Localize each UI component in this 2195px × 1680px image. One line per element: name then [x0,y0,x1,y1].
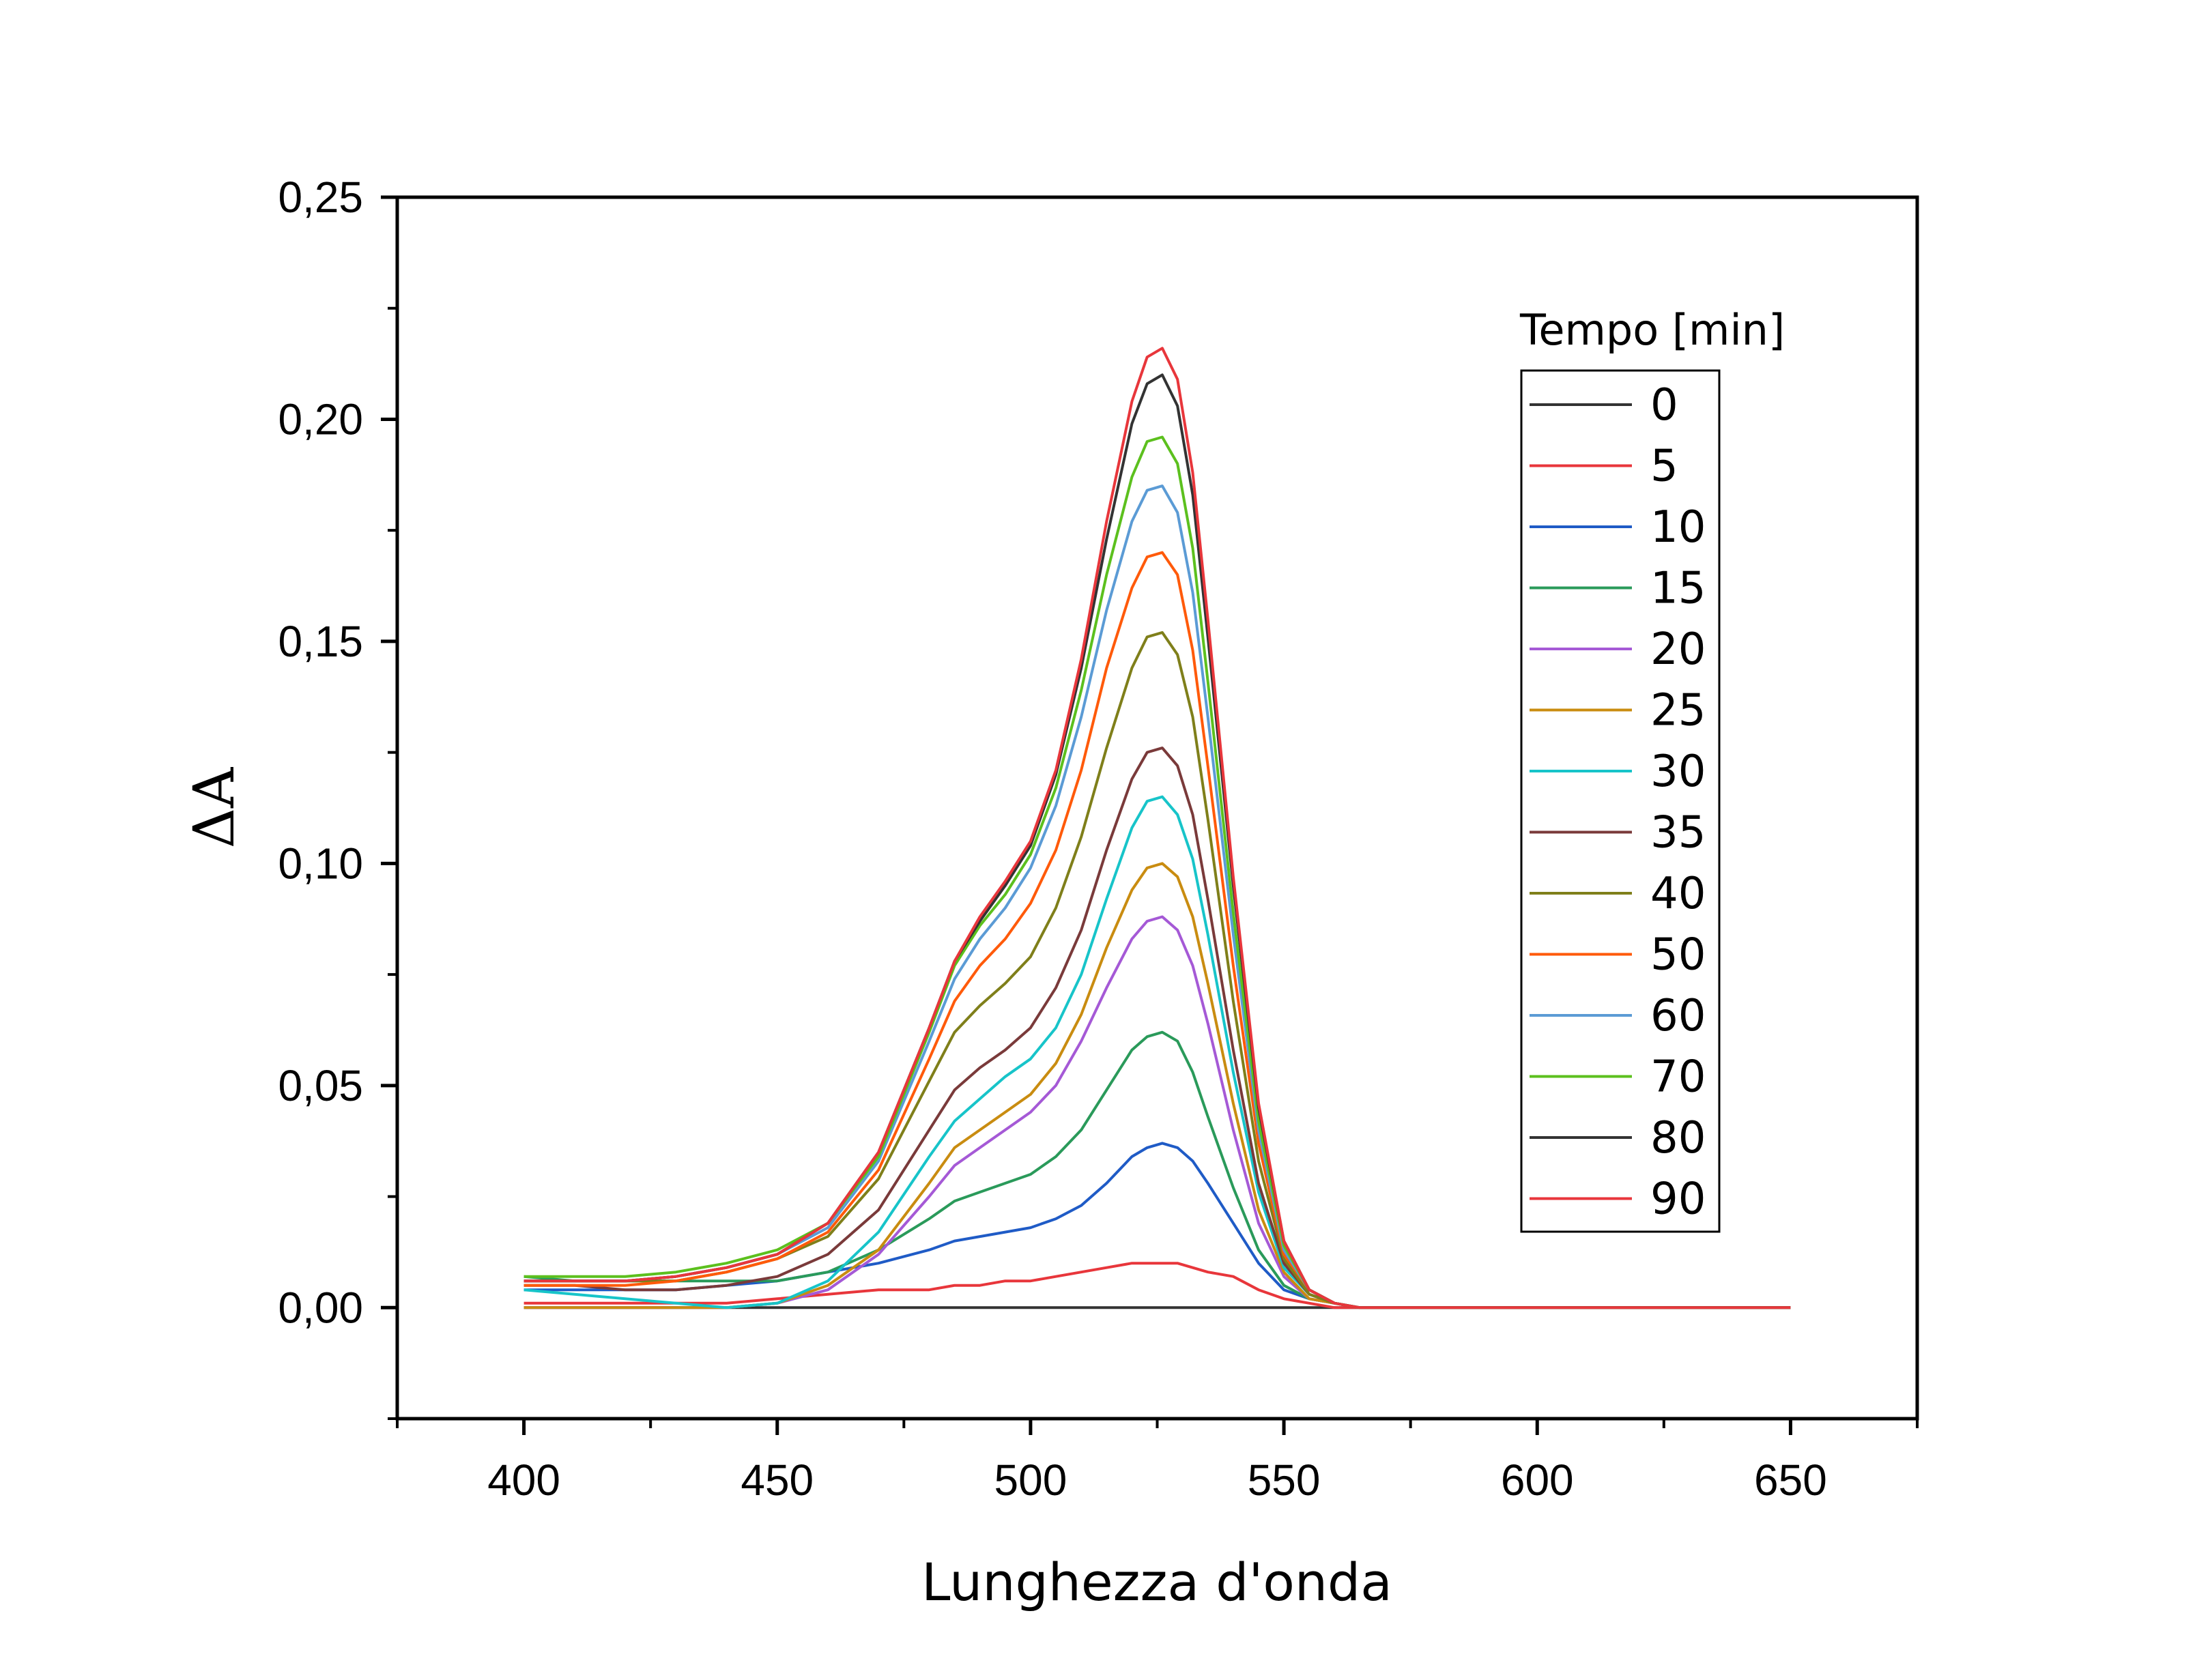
legend-label-20: 20 [1650,624,1706,675]
series-line-90 [523,347,1791,1309]
legend-title: Tempo [min] [1519,305,1785,355]
x-axis-title: Lunghezza d'onda [921,1552,1392,1612]
legend-label-35: 35 [1650,808,1706,858]
series-layer [523,347,1791,1309]
y-tick-label: 0,15 [278,617,363,666]
legend-layer: 0 5 10 15 20 25 30 35 40 50 60 70 80 90 [1530,380,1706,1225]
legend-label-80: 80 [1650,1113,1706,1163]
x-tick-label: 450 [741,1455,814,1505]
y-tick-label: 0,10 [278,839,363,888]
legend-label-90: 90 [1650,1174,1706,1225]
legend-label-70: 70 [1650,1052,1706,1103]
legend-label-30: 30 [1650,747,1706,797]
x-tick-label: 650 [1754,1455,1827,1505]
legend-label-50: 50 [1650,930,1706,981]
legend-label-10: 10 [1650,502,1706,553]
y-tick-label: 0,05 [278,1061,363,1110]
y-axis-title: ΔA [182,766,247,848]
x-tick-label: 600 [1501,1455,1574,1505]
legend-label-40: 40 [1650,869,1706,919]
legend-box [1520,369,1721,1233]
x-tick-label: 550 [1248,1455,1321,1505]
y-tick-label: 0,20 [278,394,363,444]
x-tick-label: 400 [487,1455,560,1505]
ticks-layer: 400 450 500 550 600 6500,000,050,100,150,200,… [278,173,1919,1505]
legend-label-60: 60 [1650,991,1706,1041]
y-tick-label: 0,25 [278,173,363,222]
legend-label-0: 0 [1650,380,1678,431]
legend-label-25: 25 [1650,686,1706,736]
legend-label-5: 5 [1650,441,1678,492]
x-tick-label: 500 [994,1455,1067,1505]
y-tick-label: 0,00 [278,1283,363,1332]
legend-label-15: 15 [1650,564,1706,614]
